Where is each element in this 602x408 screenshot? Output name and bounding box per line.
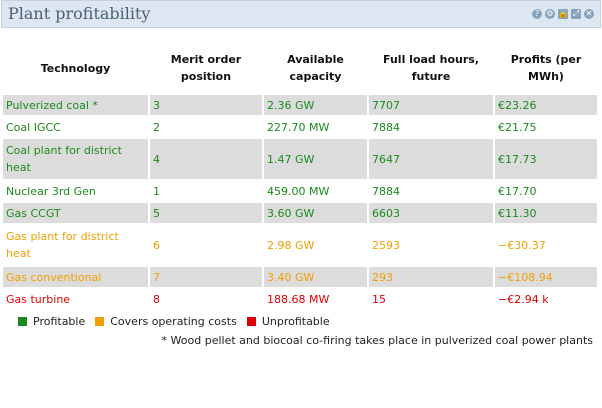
unlock-icon[interactable]: 🔓 [558,9,568,19]
table-header-row: Technology Merit order position Availabl… [3,43,597,93]
cell-merit: 3 [150,95,262,115]
cell-capacity: 1.47 GW [264,139,367,179]
table-row: Nuclear 3rd Gen 1 459.00 MW 7884 €17.70 [3,181,597,201]
header-icons: ? ⚙ 🔓 ⤢ ✕ [532,9,594,19]
cell-hours: 2593 [372,238,400,252]
cell-technology: Nuclear 3rd Gen [6,184,96,198]
cell-profit: €23.26 [495,95,597,115]
cell-hours: 7707 [369,95,493,115]
cell-merit: 4 [150,139,262,179]
cell-profit: −€30.37 [498,238,546,252]
cell-technology: Coal IGCC [6,120,61,134]
legend: Profitable Covers operating costs Unprof… [18,315,601,328]
legend-label: Covers operating costs [110,315,237,328]
close-icon[interactable]: ✕ [584,9,594,19]
cell-hours: 6603 [369,203,493,223]
cell-hours: 7884 [372,120,400,134]
cell-technology: Pulverized coal * [3,95,148,115]
column-header-profits: Profits (per MWh) [510,53,582,83]
cell-profit: −€108.94 [495,267,597,287]
cell-merit: 5 [150,203,262,223]
cell-hours: 7647 [369,139,493,179]
legend-item-covers: Covers operating costs [95,315,237,328]
cell-merit: 1 [153,184,160,198]
table-row: Gas turbine 8 188.68 MW 15 −€2.94 k [3,289,597,309]
cell-hours: 7884 [372,184,400,198]
cell-capacity: 188.68 MW [267,292,330,306]
profitability-table: Technology Merit order position Availabl… [1,41,599,311]
legend-item-unprofitable: Unprofitable [246,315,330,328]
cell-hours: 15 [372,292,386,306]
cell-capacity: 2.98 GW [267,238,315,252]
table-row: Coal plant for district heat 4 1.47 GW 7647… [3,139,597,179]
cell-technology: Gas CCGT [3,203,148,223]
cell-capacity: 3.60 GW [264,203,367,223]
table-row: Pulverized coal * 3 2.36 GW 7707 €23.26 [3,95,597,115]
cell-profit: €17.73 [495,139,597,179]
legend-label: Unprofitable [261,315,330,328]
column-header-merit-order: Merit order position [170,53,242,83]
footnote: * Wood pellet and biocoal co-firing take… [161,334,593,347]
legend-swatch-unprofitable [246,317,256,326]
table-row: Gas plant for district heat 6 2.98 GW 2593 −… [3,225,597,265]
cell-profit: €21.75 [498,120,537,134]
panel-title: Plant profitability [8,4,151,23]
column-header-technology: Technology [40,61,111,75]
maximize-icon[interactable]: ⤢ [571,9,581,19]
cell-merit: 6 [153,238,160,252]
table-row: Coal IGCC 2 227.70 MW 7884 €21.75 [3,117,597,137]
settings-icon[interactable]: ⚙ [545,9,555,19]
cell-merit: 8 [153,292,160,306]
cell-merit: 2 [153,120,160,134]
cell-capacity: 459.00 MW [267,184,330,198]
cell-hours: 293 [369,267,493,287]
legend-swatch-profitable [18,317,27,326]
cell-capacity: 2.36 GW [264,95,367,115]
column-header-full-load-hours: Full load hours, future [383,53,479,83]
legend-swatch-covers [95,317,105,326]
cell-technology: Coal plant for district heat [3,139,148,179]
cell-technology: Gas turbine [6,292,71,306]
cell-technology: Gas plant for district heat [6,230,119,260]
help-icon[interactable]: ? [532,9,542,19]
plant-profitability-panel: Plant profitability ? ⚙ 🔓 ⤢ ✕ Technology… [1,0,601,347]
panel-header: Plant profitability ? ⚙ 🔓 ⤢ ✕ [1,0,601,28]
legend-label: Profitable [33,315,86,328]
cell-capacity: 3.40 GW [264,267,367,287]
cell-capacity: 227.70 MW [267,120,330,134]
cell-profit: −€2.94 k [498,292,549,306]
cell-technology: Gas conventional [3,267,148,287]
table-row: Gas conventional 7 3.40 GW 293 −€108.94 [3,267,597,287]
cell-merit: 7 [150,267,262,287]
column-header-capacity: Available capacity [287,53,344,83]
table-row: Gas CCGT 5 3.60 GW 6603 €11.30 [3,203,597,223]
cell-profit: €17.70 [498,184,537,198]
legend-item-profitable: Profitable [18,315,85,328]
cell-profit: €11.30 [495,203,597,223]
